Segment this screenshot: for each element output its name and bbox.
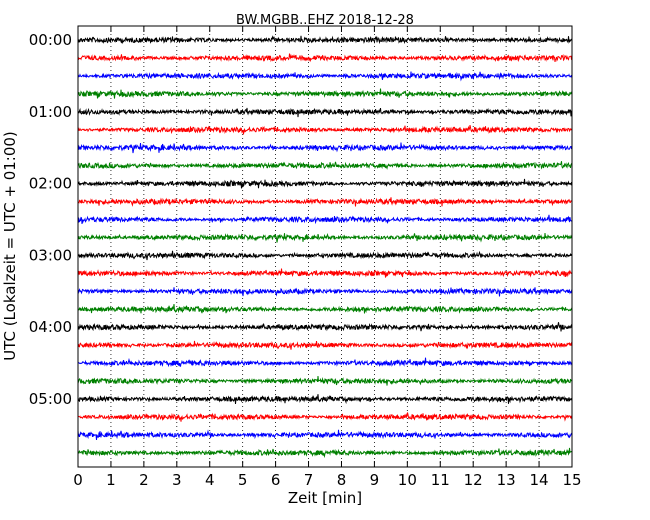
trace-0200 xyxy=(77,178,573,189)
trace-0145 xyxy=(77,161,573,170)
x-tick-label: 7 xyxy=(304,471,314,489)
x-tick-label: 10 xyxy=(398,471,417,489)
y-tick-label: 05:00 xyxy=(29,390,72,408)
x-tick-label: 3 xyxy=(172,471,182,489)
x-tick-label: 13 xyxy=(497,471,516,489)
x-tick-label: 1 xyxy=(106,471,116,489)
x-tick-label: 2 xyxy=(139,471,149,489)
y-tick-label: 01:00 xyxy=(29,103,72,121)
trace-0345 xyxy=(77,303,573,314)
y-axis-label: UTC (Lokalzeit = UTC + 01:00) xyxy=(1,131,19,361)
x-tick-label: 0 xyxy=(73,471,83,489)
chart-title: BW.MGBB..EHZ 2018-12-28 xyxy=(236,13,414,28)
x-axis-label: Zeit [min] xyxy=(288,489,362,507)
trace-0445 xyxy=(77,375,573,386)
traces xyxy=(77,35,573,459)
trace-0130 xyxy=(77,142,573,154)
x-tick-label: 12 xyxy=(464,471,483,489)
x-tick-label: 14 xyxy=(530,471,549,489)
x-tick-label: 15 xyxy=(562,471,581,489)
trace-0500 xyxy=(77,394,573,405)
plot-frame xyxy=(77,25,573,468)
trace-0515 xyxy=(77,412,573,422)
trace-0430 xyxy=(77,357,573,368)
grid-lines xyxy=(110,26,540,467)
trace-0045 xyxy=(77,88,573,99)
trace-0245 xyxy=(77,232,573,243)
x-tick-label: 9 xyxy=(370,471,380,489)
trace-0315 xyxy=(77,268,573,278)
x-tick-label: 11 xyxy=(431,471,450,489)
trace-0545 xyxy=(77,447,573,459)
x-tick-label: 8 xyxy=(337,471,347,489)
trace-0100 xyxy=(77,107,573,118)
trace-0000 xyxy=(77,35,573,45)
x-tick-label: 6 xyxy=(271,471,281,489)
trace-0030 xyxy=(77,71,573,82)
y-axis-ticks: 00:00 01:00 02:00 03:00 04:00 05:00 xyxy=(29,31,572,408)
trace-0215 xyxy=(77,197,573,207)
y-tick-label: 02:00 xyxy=(29,175,72,193)
trace-0115 xyxy=(77,124,573,135)
trace-0530 xyxy=(77,429,573,441)
trace-0415 xyxy=(77,340,573,350)
trace-0230 xyxy=(77,214,573,225)
x-tick-label: 4 xyxy=(205,471,215,489)
y-tick-label: 03:00 xyxy=(29,246,72,264)
y-tick-label: 04:00 xyxy=(29,318,72,336)
x-axis-ticks: 0 1 2 3 4 5 6 7 8 9 10 11 12 13 14 15 xyxy=(73,26,582,489)
trace-0330 xyxy=(77,287,573,297)
trace-0300 xyxy=(77,250,573,261)
x-tick-label: 5 xyxy=(238,471,248,489)
y-tick-label: 00:00 xyxy=(29,31,72,49)
trace-0400 xyxy=(77,322,573,332)
trace-0015 xyxy=(77,53,573,63)
